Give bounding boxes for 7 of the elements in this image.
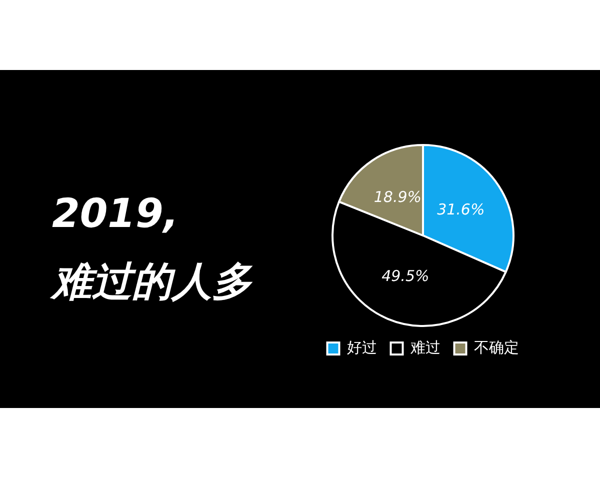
legend-label: 难过	[409, 338, 440, 356]
data-label: 31.6%	[437, 200, 485, 219]
legend-label: 好过	[346, 338, 377, 356]
legend-label: 不确定	[474, 338, 519, 356]
data-label: 49.5%	[382, 267, 430, 286]
data-label: 18.9%	[374, 188, 422, 206]
text: 2019, 难过的人多	[52, 190, 252, 307]
